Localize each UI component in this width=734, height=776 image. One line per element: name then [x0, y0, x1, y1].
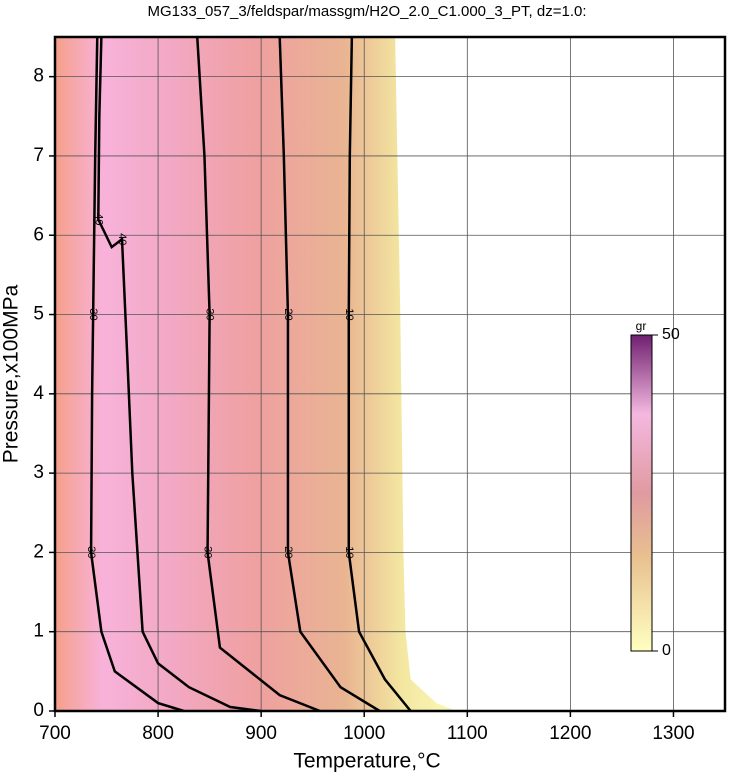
y-tick-label: 8: [33, 66, 44, 87]
y-tick-label: 7: [33, 145, 44, 166]
x-tick-label: 1200: [549, 723, 591, 744]
contour-label: 20: [282, 308, 294, 320]
contour-label: 30: [85, 546, 97, 558]
contours: 30 30 40 40 30 30 20 20 10 10: [85, 36, 412, 713]
field-area: [55, 37, 457, 711]
grid: [54, 37, 725, 712]
y-tick-label: 1: [33, 621, 44, 642]
ticks: 700 800 900 1000 1100 1200 1300 0 1 2 3 4 5 6 7 8: [33, 66, 694, 744]
contour-label: 10: [343, 308, 355, 320]
contour-line: [97, 36, 262, 713]
field: [55, 37, 457, 711]
contour-label: 20: [282, 546, 294, 558]
chart-title: MG133_057_3/feldspar/massgm/H2O_2.0_C1.0…: [147, 3, 586, 20]
y-axis-label: Pressure,x100MPa: [0, 284, 23, 463]
x-tick-label: 800: [142, 723, 174, 744]
y-tick-label: 2: [33, 541, 44, 562]
contour-label: 30: [204, 308, 216, 320]
plot-frame: [53, 35, 727, 713]
x-axis-label: Temperature,°C: [293, 750, 440, 773]
contour-label: 30: [87, 308, 99, 320]
colorbar-scale: [630, 334, 653, 652]
contour-line: [89, 36, 185, 713]
colorbar-tick-label: 0: [662, 642, 671, 659]
x-tick-label: 900: [245, 723, 277, 744]
x-tick-label: 1000: [343, 723, 385, 744]
y-tick-label: 6: [33, 224, 44, 245]
y-tick-label: 0: [33, 700, 44, 721]
contour-label: 30: [202, 546, 214, 558]
x-tick-label: 700: [39, 723, 71, 744]
colorbar: gr 0 50: [630, 319, 680, 659]
colorbar-tick-label: 50: [662, 326, 680, 343]
contour-line: [347, 36, 412, 712]
y-tick-label: 3: [33, 462, 44, 483]
x-tick-label: 1100: [447, 723, 488, 744]
contour-line: [278, 36, 381, 713]
x-tick-label: 1300: [652, 723, 694, 744]
contour-line: [195, 36, 321, 713]
contour-label: 40: [116, 233, 128, 245]
colorbar-label: gr: [636, 319, 647, 333]
y-tick-label: 5: [33, 304, 44, 325]
contour-label: 10: [343, 546, 355, 558]
contour-label: 40: [92, 213, 104, 225]
y-tick-label: 4: [33, 383, 44, 404]
